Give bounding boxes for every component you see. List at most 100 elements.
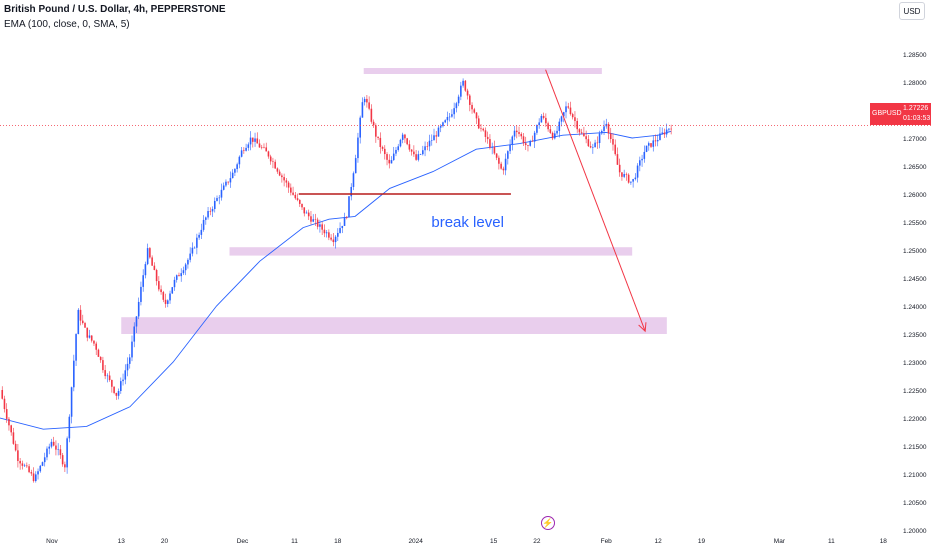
- y-tick-label: 1.20000: [903, 528, 927, 535]
- candle-body: [102, 360, 104, 371]
- candle-body: [406, 138, 408, 145]
- candle-body: [415, 154, 417, 160]
- candle-body: [86, 327, 89, 338]
- candle-body: [10, 425, 12, 433]
- candle-body: [442, 122, 444, 127]
- candle-body: [612, 138, 614, 145]
- candle-body: [321, 224, 323, 230]
- candle-body: [473, 109, 476, 113]
- candle-body: [422, 150, 424, 155]
- candle-body: [542, 115, 545, 118]
- candle-body: [301, 203, 303, 208]
- candle-body: [330, 237, 332, 240]
- candle-body: [193, 247, 196, 249]
- y-tick-label: 1.25000: [903, 248, 927, 255]
- candle-body: [312, 219, 315, 222]
- candle-body: [3, 398, 6, 410]
- candle-body: [296, 198, 299, 200]
- candle-body: [272, 161, 274, 162]
- candle-body: [88, 335, 91, 338]
- candle-body: [332, 239, 335, 243]
- candle-body: [388, 159, 391, 164]
- candle-body: [460, 85, 462, 97]
- candle-body: [122, 379, 124, 382]
- candle-body: [310, 216, 312, 222]
- candle-body: [97, 349, 100, 357]
- candle-body: [462, 80, 464, 86]
- candle-body: [227, 181, 229, 183]
- candle-body: [202, 219, 205, 230]
- candle-body: [184, 264, 187, 271]
- candle-body: [451, 114, 453, 117]
- candle-body: [437, 127, 440, 137]
- candle-body: [73, 360, 75, 388]
- candle-body: [547, 123, 549, 130]
- candle-body: [178, 275, 180, 277]
- candle-body: [404, 134, 406, 139]
- x-tick-label: 2024: [408, 538, 423, 545]
- candle-body: [569, 107, 572, 115]
- x-tick-label: 15: [490, 538, 498, 545]
- candle-body: [55, 445, 57, 450]
- candle-body: [580, 132, 583, 134]
- candle-body: [153, 265, 156, 271]
- candle-body: [647, 143, 650, 146]
- candle-body: [598, 133, 601, 144]
- candle-body: [663, 132, 666, 135]
- x-tick-label: Dec: [237, 538, 249, 545]
- candle-body: [486, 136, 489, 140]
- lightning-icon[interactable]: ⚡: [541, 516, 555, 530]
- candle-body: [209, 211, 212, 212]
- candle-body: [392, 153, 395, 161]
- candle-body: [600, 130, 603, 134]
- x-tick-label: 18: [880, 538, 888, 545]
- candle-body: [471, 104, 473, 110]
- candle-body: [337, 232, 339, 237]
- candle-body: [303, 207, 306, 214]
- candle-body: [135, 316, 138, 327]
- candle-body: [357, 137, 359, 159]
- candle-body: [95, 343, 97, 350]
- ema-series: [0, 130, 672, 430]
- candle-body: [200, 229, 203, 235]
- currency-button[interactable]: USD: [899, 2, 925, 20]
- candle-body: [661, 132, 664, 134]
- candle-body: [583, 133, 585, 137]
- candle-body: [558, 121, 561, 131]
- candle-body: [621, 172, 623, 177]
- candle-body: [120, 381, 122, 391]
- candle-body: [639, 160, 641, 166]
- ema-line: [0, 130, 672, 430]
- candle-body: [410, 149, 413, 152]
- candle-body: [117, 390, 120, 396]
- candle-body: [562, 112, 565, 117]
- candle-body: [339, 228, 341, 233]
- candle-body: [665, 129, 668, 135]
- candle-body: [641, 158, 643, 161]
- candle-body: [207, 211, 209, 218]
- candle-body: [216, 198, 218, 201]
- candle-body: [243, 150, 245, 151]
- projection-arrow-line: [545, 69, 646, 332]
- candle-body: [30, 472, 33, 474]
- candle-body: [368, 102, 370, 109]
- candle-body: [491, 146, 493, 148]
- candle-body: [594, 142, 596, 148]
- candle-body: [64, 464, 66, 468]
- x-tick-label: 20: [161, 538, 169, 545]
- candle-body: [90, 335, 93, 341]
- candle-body: [79, 309, 82, 321]
- candle-body: [616, 154, 619, 165]
- candle-body: [305, 212, 308, 214]
- candle-body: [46, 448, 48, 458]
- y-tick-label: 1.28500: [903, 52, 927, 59]
- candle-body: [251, 137, 254, 142]
- x-tick-label: Nov: [46, 538, 58, 545]
- candle-body: [283, 177, 285, 181]
- candle-body: [618, 164, 621, 173]
- candle-body: [17, 450, 19, 461]
- candle-body: [444, 120, 446, 123]
- candle-body: [19, 460, 21, 464]
- candle-body: [515, 130, 518, 133]
